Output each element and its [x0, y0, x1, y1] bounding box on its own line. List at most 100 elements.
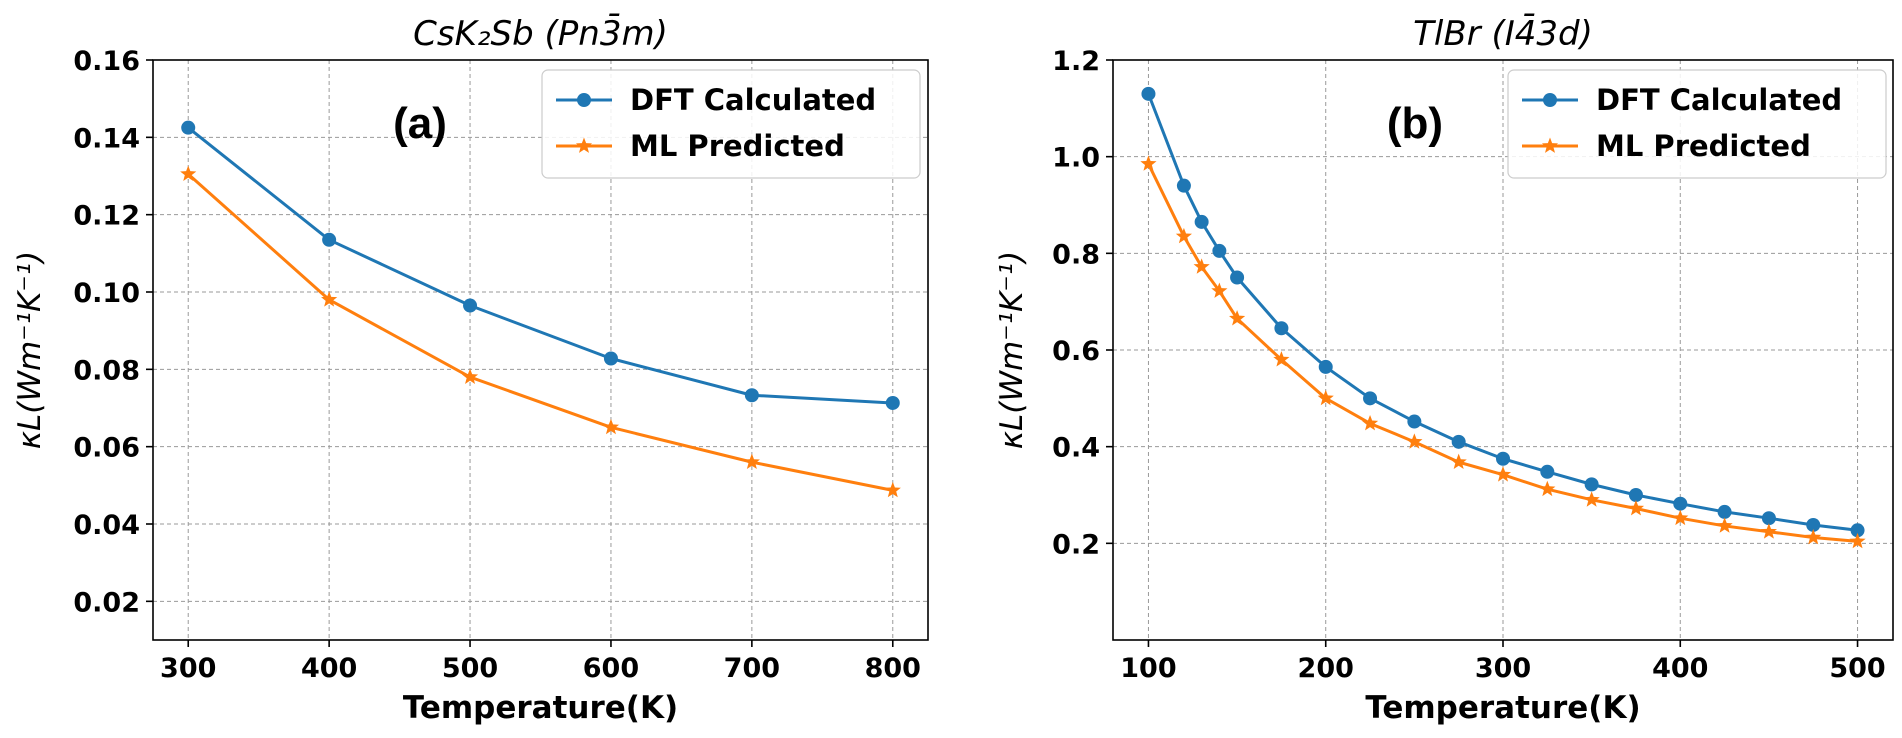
x-tick-label: 500	[1829, 653, 1885, 684]
x-tick-label: 300	[160, 653, 216, 684]
dft-calculated-point	[181, 120, 196, 135]
y-tick-label: 0.4	[1052, 433, 1100, 464]
y-tick-label: 0.04	[73, 510, 140, 541]
legend-entry: ML Predicted	[1596, 129, 1811, 163]
legend-entry: DFT Calculated	[1596, 83, 1842, 117]
ml-predicted-point	[461, 368, 479, 384]
dft-calculated-point	[885, 395, 900, 410]
y-tick-label: 0.02	[73, 587, 140, 618]
x-tick-label: 800	[865, 653, 921, 684]
ml-predicted-point	[1193, 258, 1210, 274]
series-line-ml-predicted	[187, 172, 894, 492]
legend-marker	[1543, 93, 1557, 107]
ml-predicted-point	[1539, 480, 1556, 497]
panel-title: TlBr (I4̄3d)	[1413, 13, 1593, 54]
dft-calculated-point	[1176, 178, 1191, 193]
ml-predicted-point	[743, 453, 760, 470]
y-tick-label: 0.6	[1052, 336, 1100, 367]
legend: DFT Calculated ML Predicted	[541, 69, 921, 179]
dft-calculated-point	[1407, 414, 1422, 429]
dft-calculated-point	[603, 351, 618, 366]
ml-predicted-point	[1229, 310, 1246, 326]
panel-label: (a)	[393, 99, 447, 148]
dft-calculated-point	[1761, 511, 1776, 526]
ml-predicted-point	[1406, 433, 1423, 449]
plot-frame	[152, 59, 929, 641]
y-tick-label: 0.16	[73, 46, 140, 77]
series-line-ml-predicted	[1147, 163, 1858, 543]
legend-marker	[577, 93, 591, 107]
y-axis-label: κL(Wm⁻¹K⁻¹)	[12, 251, 48, 450]
panel-label: (b)	[1387, 99, 1443, 148]
dft-calculated-point	[1540, 464, 1555, 479]
legend: DFT Calculated ML Predicted	[1507, 69, 1887, 179]
dft-calculated-point	[1806, 517, 1821, 532]
legend-marker	[1541, 137, 1559, 153]
y-tick-label: 0.14	[73, 123, 140, 154]
x-tick-label: 400	[1652, 653, 1708, 684]
x-tick-label: 400	[301, 653, 357, 684]
ml-predicted-point	[1716, 517, 1733, 533]
legend-box	[541, 69, 921, 179]
legend-entry: ML Predicted	[630, 129, 845, 163]
dft-calculated-point	[1451, 434, 1466, 449]
legend-marker	[575, 137, 593, 153]
dft-calculated-point	[1850, 523, 1865, 538]
y-tick-label: 0.08	[73, 355, 140, 386]
ml-predicted-point	[1273, 351, 1290, 367]
x-axis-label: Temperature(K)	[1365, 690, 1640, 726]
y-tick-label: 1.0	[1052, 143, 1100, 174]
x-tick-label: 500	[442, 653, 498, 684]
dft-calculated-point	[1628, 488, 1643, 502]
legend-entry: DFT Calculated	[630, 83, 876, 117]
dft-calculated-point	[1194, 214, 1209, 229]
y-tick-label: 0.8	[1052, 239, 1100, 270]
ml-predicted-point	[602, 418, 620, 435]
ml-predicted-point	[321, 291, 338, 307]
ml-predicted-point	[1361, 414, 1379, 431]
ml-predicted-point	[884, 481, 901, 498]
ml-predicted-point	[1760, 523, 1777, 539]
dft-calculated-point	[322, 232, 337, 247]
panel-title: CsK₂Sb (Pn3̄m)	[413, 13, 668, 54]
ml-predicted-point	[180, 165, 197, 181]
dft-calculated-point	[744, 388, 759, 403]
dft-calculated-point	[1496, 451, 1510, 466]
y-axis-label: κL(Wm⁻¹K⁻¹)	[994, 251, 1030, 450]
dft-calculated-point	[1274, 321, 1289, 336]
dft-calculated-point	[1141, 86, 1156, 101]
x-tick-label: 100	[1120, 653, 1176, 684]
dft-calculated-point	[1584, 477, 1599, 492]
x-tick-label: 300	[1475, 653, 1531, 684]
ml-predicted-point	[1175, 227, 1192, 244]
y-tick-label: 1.2	[1052, 46, 1100, 77]
ml-predicted-point	[1583, 491, 1600, 507]
panel-a: 300 400 500 600 700 800 0.02 0.04 0.06 0.08 0.10 0.…	[12, 13, 929, 726]
dft-calculated-point	[1212, 243, 1227, 258]
x-axis-label: Temperature(K)	[403, 690, 678, 726]
x-tick-label: 600	[583, 653, 639, 684]
dft-calculated-point	[1673, 496, 1688, 511]
ml-predicted-point	[1317, 389, 1334, 406]
dft-calculated-point	[463, 298, 478, 313]
series-line-dft-calculated	[187, 126, 893, 405]
ml-predicted-point	[1450, 453, 1467, 470]
y-tick-label: 0.10	[73, 278, 140, 309]
dft-calculated-point	[1230, 270, 1245, 285]
x-tick-label: 700	[724, 653, 780, 684]
x-tick-label: 200	[1298, 653, 1354, 684]
ml-predicted-point	[1805, 529, 1822, 545]
ml-predicted-point	[1627, 500, 1645, 516]
panel-b: 100 200 300 400 500 0.2 0.4 0.6 0.8 1.0 1.2 Tempera…	[994, 13, 1894, 726]
ml-predicted-point	[1140, 155, 1157, 171]
y-tick-label: 0.06	[73, 433, 140, 464]
ml-predicted-point	[1672, 509, 1689, 526]
y-tick-label: 0.12	[73, 201, 140, 232]
legend-box	[1507, 69, 1887, 179]
ml-predicted-point	[1494, 466, 1512, 482]
dft-calculated-point	[1363, 391, 1378, 406]
dft-calculated-point	[1318, 359, 1333, 374]
ml-predicted-point	[1849, 532, 1866, 549]
ml-predicted-point	[1211, 282, 1228, 298]
